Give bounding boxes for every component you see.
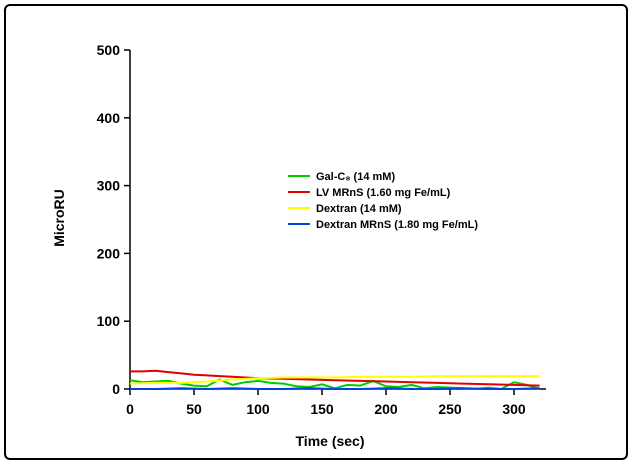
x-axis-title: Time (sec)	[296, 433, 365, 449]
y-tick-label: 300	[97, 178, 121, 194]
x-tick-label: 100	[246, 401, 270, 417]
y-tick-label: 500	[97, 42, 121, 58]
x-tick-label: 300	[502, 401, 526, 417]
legend-label: Dextran MRnS (1.80 mg Fe/mL)	[316, 219, 478, 231]
x-tick-label: 250	[438, 401, 462, 417]
x-tick-label: 200	[374, 401, 398, 417]
x-tick-label: 150	[310, 401, 334, 417]
series-layer	[129, 369, 540, 390]
legend-label: Dextran (14 mM)	[316, 203, 402, 215]
y-tick-label: 400	[97, 110, 121, 126]
x-tick-label: 50	[186, 401, 202, 417]
legend-label: LV MRnS (1.60 mg Fe/mL)	[316, 187, 451, 199]
series-line-4	[130, 387, 540, 390]
y-axis-title: MicroRU	[51, 189, 67, 247]
x-tick-label: 0	[126, 401, 134, 417]
y-tick-label: 100	[97, 313, 121, 329]
y-tick-label: 200	[97, 245, 121, 261]
legend: Gal-C₈ (14 mM) LV MRnS (1.60 mg Fe/mL) Dex…	[288, 171, 478, 231]
legend-label: Gal-C₈ (14 mM)	[316, 171, 395, 183]
y-tick-label: 0	[112, 381, 120, 397]
series-line-3	[129, 375, 540, 385]
